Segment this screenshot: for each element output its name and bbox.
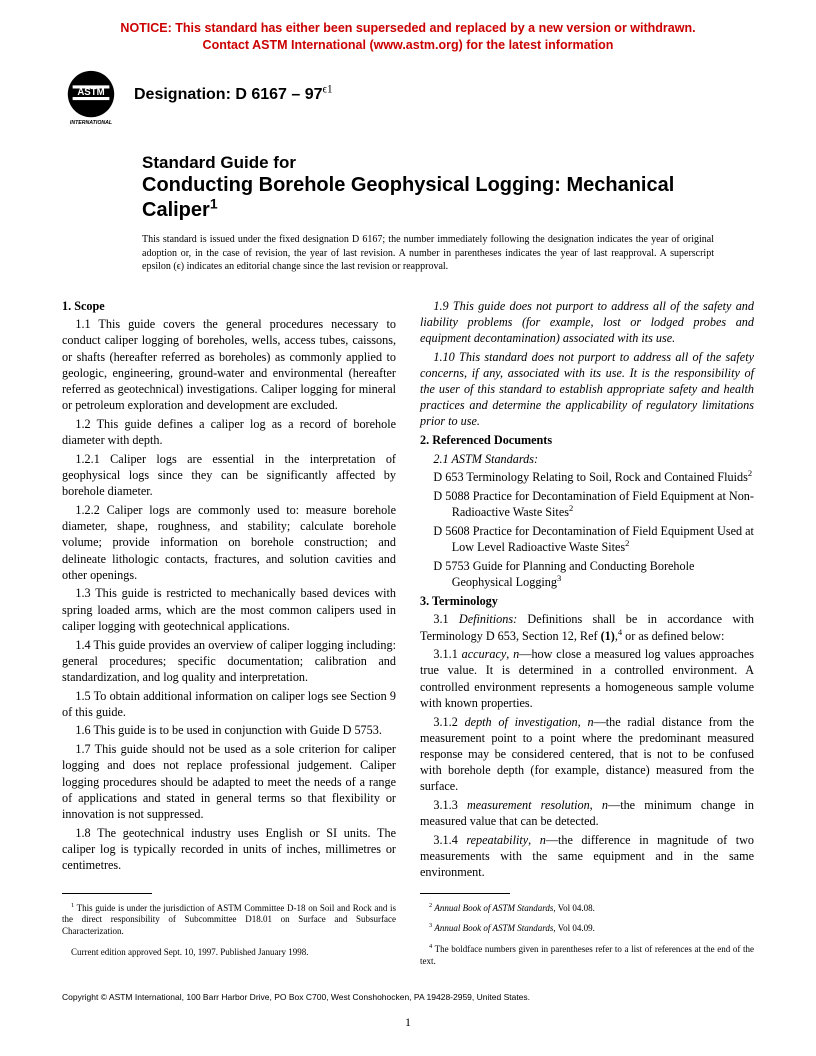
footnotes-left: 1 This guide is under the jurisdiction o… [62,893,396,959]
para-1-1: 1.1 This guide covers the general proced… [62,316,396,413]
footnotes-right: 2 Annual Book of ASTM Standards, Vol 04.… [420,893,754,968]
ref-d5088-text: D 5088 Practice for Decontamination of F… [433,489,754,519]
ref-d5753-text: D 5753 Guide for Planning and Conducting… [433,559,694,589]
para-1-10: 1.10 This standard does not purport to a… [420,349,754,430]
t311-num: 3.1.1 [433,647,461,661]
term-heading: 3. Terminology [420,593,754,609]
title-text: Conducting Borehole Geophysical Logging:… [142,174,674,221]
para-3-1-3: 3.1.3 measurement resolution, n—the mini… [420,797,754,829]
scope-heading: 1. Scope [62,298,396,314]
para-1-5: 1.5 To obtain additional information on … [62,688,396,720]
para-1-2: 1.2 This guide defines a caliper log as … [62,416,396,448]
fn2-vol: , Vol 04.08. [553,903,594,913]
footnote-3: 3 Annual Book of ASTM Standards, Vol 04.… [420,923,754,935]
ref-d5608: D 5608 Practice for Decontamination of F… [420,523,754,555]
para-1-4: 1.4 This guide provides an overview of c… [62,637,396,686]
fn3-title: Annual Book of ASTM Standards [434,923,553,933]
title-label: Standard Guide for [142,152,754,173]
copyright: Copyright © ASTM International, 100 Barr… [62,992,530,1002]
title-block: Standard Guide for Conducting Borehole G… [142,152,754,223]
ref-d5753-sup: 3 [557,573,561,583]
footnote-4: 4 The boldface numbers given in parenthe… [420,944,754,967]
para-1-2-1: 1.2.1 Caliper logs are essential in the … [62,451,396,500]
ref-d653-text: D 653 Terminology Relating to Soil, Rock… [433,470,747,484]
para-3-1-4: 3.1.4 repeatability, n—the difference in… [420,832,754,881]
title-main: Conducting Borehole Geophysical Logging:… [142,173,754,223]
para-3-1: 3.1 Definitions: Definitions shall be in… [420,611,754,643]
title-footnote-ref: 1 [210,195,218,211]
t314-comma: , [528,833,540,847]
ref-heading: 2. Referenced Documents [420,432,754,448]
page: NOTICE: This standard has either been su… [0,0,816,1056]
t313-comma: , [590,798,602,812]
para-3-1-2: 3.1.2 depth of investigation, n—the radi… [420,714,754,795]
svg-text:INTERNATIONAL: INTERNATIONAL [70,120,112,126]
ref-d5608-sup: 2 [625,538,629,548]
notice-line-1: NOTICE: This standard has either been su… [120,21,695,35]
designation: Designation: D 6167 – 97ϵ1 [134,86,333,104]
fn2-title: Annual Book of ASTM Standards [434,903,553,913]
fn3-vol: , Vol 04.09. [553,923,594,933]
footnotes: 1 This guide is under the jurisdiction o… [62,893,754,972]
t312-num: 3.1.2 [433,715,464,729]
t314-term: repeatability [466,833,528,847]
fn3-sup: 3 [429,922,432,929]
footnote-2: 2 Annual Book of ASTM Standards, Vol 04.… [420,903,754,915]
ref-d5088-sup: 2 [569,503,573,513]
para-3-1-1: 3.1.1 accuracy, n—how close a measured l… [420,646,754,711]
designation-epsilon: ϵ1 [323,83,333,95]
fn1-text: This guide is under the jurisdiction of … [62,903,396,936]
t312-comma: , [578,715,588,729]
para-1-2-2: 1.2.2 Caliper logs are commonly used to:… [62,502,396,583]
footnote-1b: Current edition approved Sept. 10, 1997.… [62,947,396,959]
t3-1-ref: (1) [601,629,615,643]
page-number: 1 [0,1015,816,1030]
t3-1-def: Definitions: [459,612,517,626]
para-1-9: 1.9 This guide does not purport to addre… [420,298,754,347]
footnote-rule-right [420,893,510,894]
para-1-8: 1.8 The geotechnical industry uses Engli… [62,825,396,874]
ref-sub-text: 2.1 ASTM Standards: [433,452,538,466]
fn2-sup: 2 [429,902,432,909]
t3-1-tail: or as defined below: [622,629,724,643]
ref-d653-sup: 2 [748,468,752,478]
t312-term: depth of investigation [465,715,578,729]
header-row: ASTM INTERNATIONAL Designation: D 6167 –… [62,68,754,126]
designation-label: Designation: D 6167 – 97 [134,86,323,103]
ref-d5608-text: D 5608 Practice for Decontamination of F… [433,524,754,554]
ref-d5088: D 5088 Practice for Decontamination of F… [420,488,754,520]
astm-logo: ASTM INTERNATIONAL [62,68,120,126]
svg-text:ASTM: ASTM [77,87,104,98]
t314-num: 3.1.4 [433,833,466,847]
ref-d653: D 653 Terminology Relating to Soil, Rock… [420,469,754,485]
fn4-text: The boldface numbers given in parenthese… [420,944,754,966]
body-columns: 1. Scope 1.1 This guide covers the gener… [62,298,754,881]
ref-d5753: D 5753 Guide for Planning and Conducting… [420,558,754,590]
issuance-note: This standard is issued under the fixed … [142,233,714,274]
t3-1-num: 3.1 [433,612,459,626]
para-1-7: 1.7 This guide should not be used as a s… [62,741,396,822]
footnote-rule-left [62,893,152,894]
para-1-6: 1.6 This guide is to be used in conjunct… [62,722,396,738]
ref-sub: 2.1 ASTM Standards: [420,451,754,467]
footnote-1: 1 This guide is under the jurisdiction o… [62,903,396,938]
t311-term: accuracy [462,647,507,661]
t313-num: 3.1.3 [433,798,467,812]
t313-term: measurement resolution [467,798,590,812]
notice-banner: NOTICE: This standard has either been su… [62,20,754,54]
para-1-3: 1.3 This guide is restricted to mechanic… [62,585,396,634]
notice-line-2: Contact ASTM International (www.astm.org… [203,38,614,52]
